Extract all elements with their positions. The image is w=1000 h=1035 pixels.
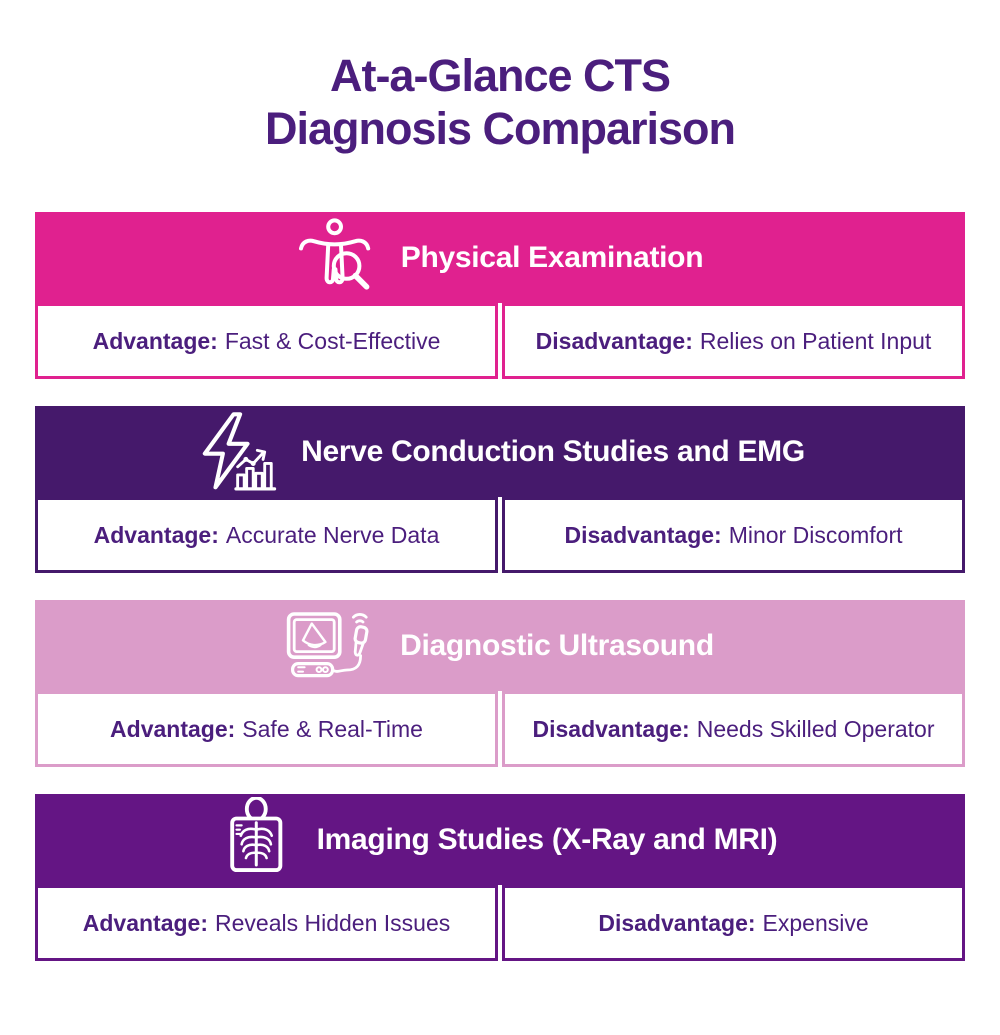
- section-imaging-studies: Imaging Studies (X-Ray and MRI) Advantag…: [35, 794, 965, 962]
- page-title-line2: Diagnosis Comparison: [264, 102, 736, 154]
- disadvantage-label: Disadvantage:: [535, 327, 693, 354]
- advantage-label: Advantage:: [92, 327, 218, 354]
- section-title: Diagnostic Ultrasound: [400, 628, 714, 662]
- disadvantage-text: Needs Skilled Operator: [696, 715, 935, 742]
- disadvantage-cell: Disadvantage: Expensive: [502, 885, 965, 962]
- section-rows: Advantage: Safe & Real-Time Disadvantage…: [35, 691, 965, 768]
- disadvantage-cell: Disadvantage: Minor Discomfort: [502, 497, 965, 574]
- advantage-label: Advantage:: [82, 909, 208, 936]
- section-title: Physical Examination: [400, 240, 704, 274]
- advantage-text: Reveals Hidden Issues: [215, 909, 451, 936]
- section-header: Nerve Conduction Studies and EMG: [35, 406, 965, 498]
- advantage-label: Advantage:: [110, 715, 236, 742]
- section-nerve-conduction: Nerve Conduction Studies and EMG Advanta…: [35, 406, 965, 574]
- disadvantage-label: Disadvantage:: [532, 715, 690, 742]
- person-magnifier-icon: [297, 218, 377, 298]
- disadvantage-cell: Disadvantage: Needs Skilled Operator: [502, 691, 965, 768]
- disadvantage-cell: Disadvantage: Relies on Patient Input: [502, 303, 965, 380]
- section-title: Nerve Conduction Studies and EMG: [301, 434, 805, 468]
- page-title: At-a-Glance CTS Diagnosis Comparison: [0, 0, 1000, 155]
- disadvantage-label: Disadvantage:: [564, 521, 722, 548]
- ultrasound-machine-icon: [286, 606, 376, 686]
- advantage-text: Fast & Cost-Effective: [224, 327, 441, 354]
- xray-film-icon: [223, 796, 293, 883]
- advantage-text: Accurate Nerve Data: [225, 521, 440, 548]
- section-rows: Advantage: Accurate Nerve Data Disadvant…: [35, 497, 965, 574]
- disadvantage-text: Expensive: [762, 909, 869, 936]
- advantage-cell: Advantage: Fast & Cost-Effective: [35, 303, 498, 380]
- disadvantage-text: Minor Discomfort: [728, 521, 903, 548]
- section-rows: Advantage: Reveals Hidden Issues Disadva…: [35, 885, 965, 962]
- advantage-cell: Advantage: Safe & Real-Time: [35, 691, 498, 768]
- section-header: Imaging Studies (X-Ray and MRI): [35, 794, 965, 886]
- lightning-bar-chart-icon: [195, 411, 277, 493]
- section-rows: Advantage: Fast & Cost-Effective Disadva…: [35, 303, 965, 380]
- advantage-cell: Advantage: Accurate Nerve Data: [35, 497, 498, 574]
- disadvantage-text: Relies on Patient Input: [699, 327, 932, 354]
- section-diagnostic-ultrasound: Diagnostic Ultrasound Advantage: Safe & …: [35, 600, 965, 768]
- section-title: Imaging Studies (X-Ray and MRI): [316, 822, 778, 856]
- sections-container: Physical Examination Advantage: Fast & C…: [35, 212, 965, 962]
- section-header: Physical Examination: [35, 212, 965, 304]
- advantage-cell: Advantage: Reveals Hidden Issues: [35, 885, 498, 962]
- disadvantage-label: Disadvantage:: [598, 909, 756, 936]
- section-physical-examination: Physical Examination Advantage: Fast & C…: [35, 212, 965, 380]
- section-header: Diagnostic Ultrasound: [35, 600, 965, 692]
- advantage-text: Safe & Real-Time: [242, 715, 423, 742]
- page-title-line1: At-a-Glance CTS: [329, 50, 671, 101]
- advantage-label: Advantage:: [93, 521, 219, 548]
